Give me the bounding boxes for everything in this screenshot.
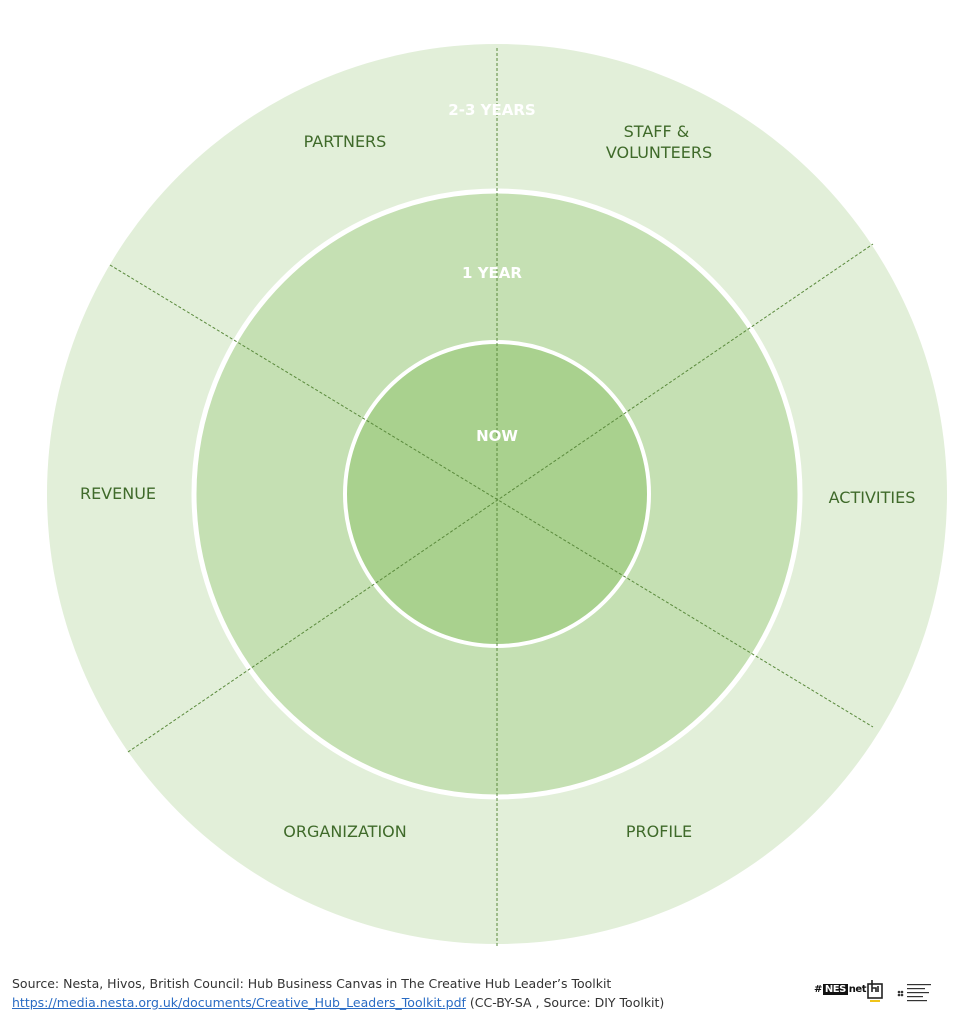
source-text: Source: Nesta, Hivos, British Council: H… — [12, 976, 612, 991]
nesnet-box: NES — [822, 984, 848, 995]
segment-dividers — [109, 48, 874, 946]
segment-label-staff-line-1: STAFF & — [624, 122, 690, 141]
ring-label-1-year: 1 YEAR — [462, 264, 522, 282]
segment-label-revenue: REVENUE — [80, 484, 156, 503]
segment-label-organization: ORGANIZATION — [283, 822, 406, 841]
british-council-logo-icon — [897, 984, 931, 1002]
ring-label-2-3-years: 2-3 YEARS — [448, 101, 535, 119]
nesnet-suffix: net — [848, 984, 867, 995]
source-link-line: https://media.nesta.org.uk/documents/Cre… — [12, 993, 664, 1012]
nesnet-logo-icon: # NES net — [814, 984, 866, 995]
toolkit-link[interactable]: https://media.nesta.org.uk/documents/Cre… — [12, 995, 466, 1010]
divider-diagonal-down — [109, 264, 874, 728]
license-text: (CC-BY-SA , Source: DIY Toolkit) — [465, 995, 665, 1010]
segment-label-staff-line-2: VOLUNTEERS — [606, 143, 712, 162]
ring-label-now: NOW — [476, 427, 518, 445]
segment-label-profile: PROFILE — [626, 822, 692, 841]
segment-label-partners: PARTNERS — [304, 132, 387, 151]
segment-label-activities: ACTIVITIES — [829, 488, 916, 507]
hub-logo-icon — [867, 980, 883, 1002]
divider-diagonal-up — [127, 243, 874, 753]
source-footer: Source: Nesta, Hivos, British Council: H… — [12, 974, 664, 1012]
segment-label-staff-volunteers: STAFF & VOLUNTEERS — [606, 122, 712, 162]
partner-logos: # NES net — [814, 980, 944, 1008]
nesnet-prefix: # — [814, 984, 822, 995]
